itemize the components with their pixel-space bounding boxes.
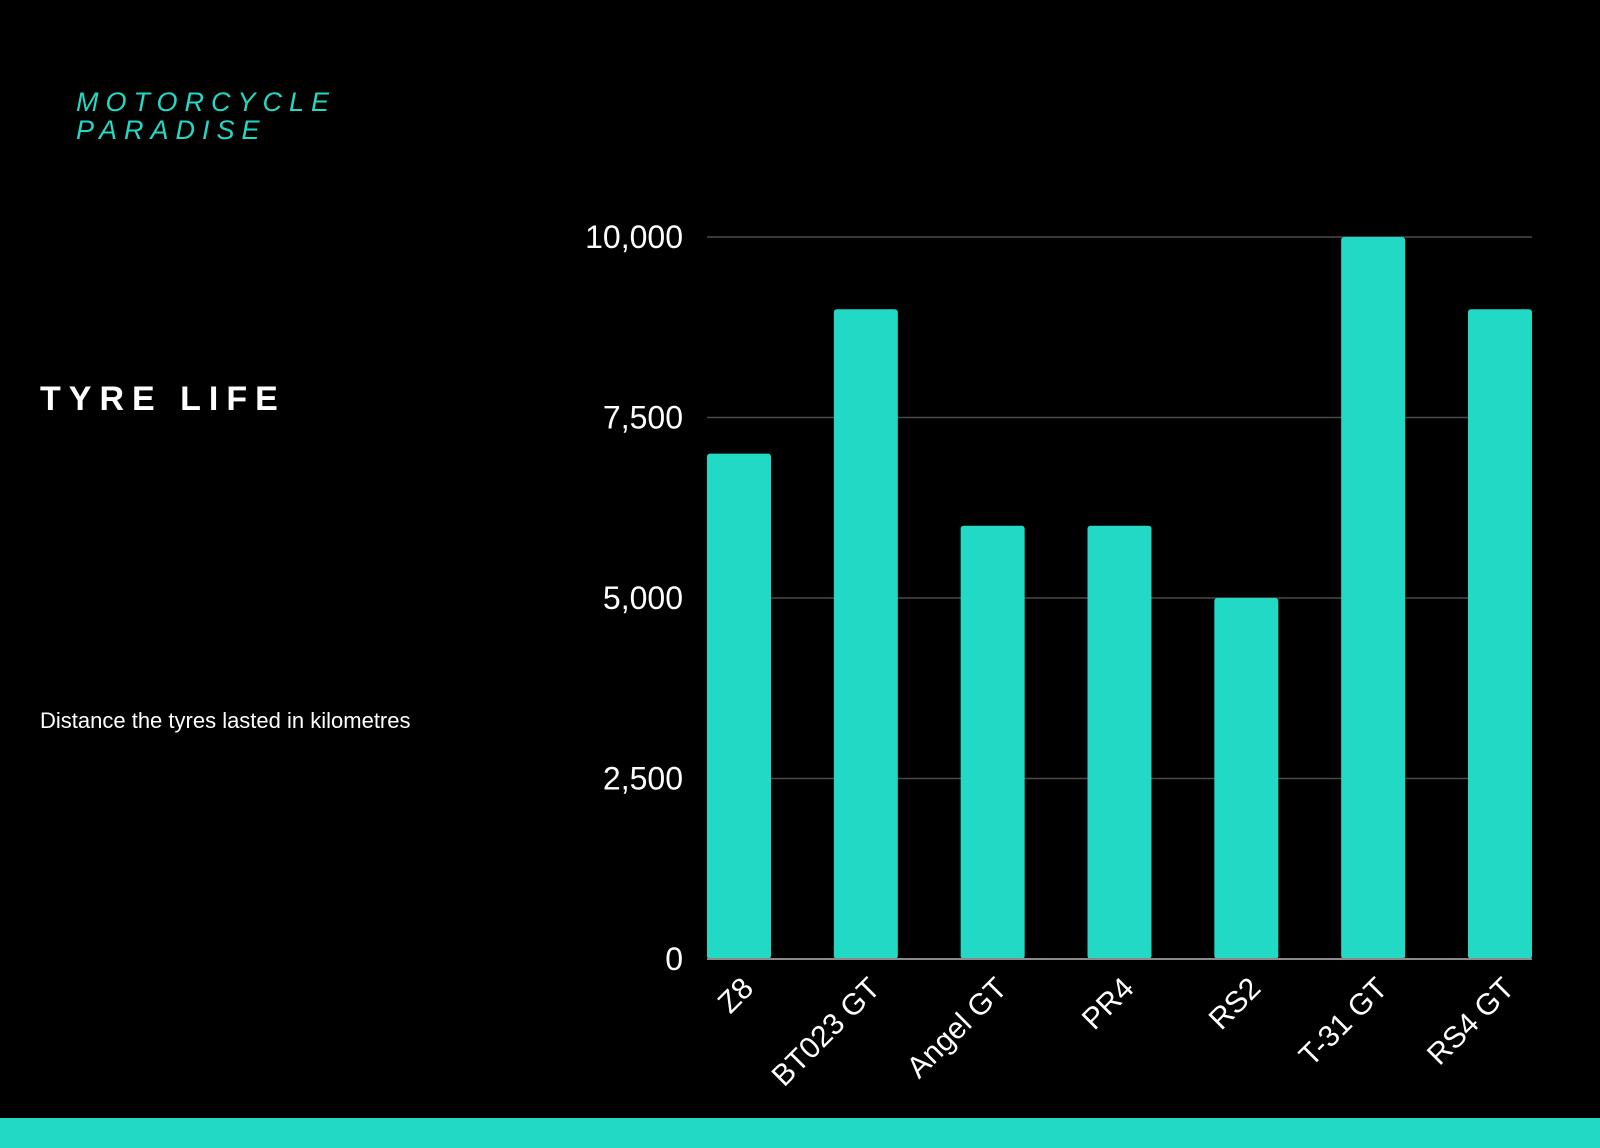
x-tick-label: PR4 [1076, 972, 1141, 1037]
bar-rs4-gt [1468, 309, 1532, 959]
x-tick-label: Z8 [712, 972, 760, 1020]
x-tick-labels: Z8 BT023 GT Angel GT PR4 RS2 T-31 GT RS4 GT [712, 972, 1521, 1093]
bar-pr4 [1087, 525, 1152, 959]
x-tick-label: RS4 GT [1421, 972, 1521, 1072]
y-tick-label: 5,000 [603, 580, 683, 616]
bar-t-31-gt [1341, 237, 1406, 959]
bar-z8 [707, 453, 771, 959]
bar-rs2 [1214, 598, 1279, 959]
y-tick-label: 0 [665, 941, 683, 977]
x-tick-label: Angel GT [901, 972, 1014, 1085]
x-tick-label: RS2 [1203, 972, 1268, 1037]
bar-angel-gt [960, 525, 1025, 959]
bars [707, 237, 1532, 959]
y-tick-label: 7,500 [603, 400, 683, 436]
brand-logo-text: MOTORCYCLE PARADISE [76, 87, 337, 145]
x-tick-label: BT023 GT [766, 972, 887, 1093]
page-subtitle: Distance the tyres lasted in kilometres [40, 708, 411, 733]
y-tick-labels: 0 2,500 5,000 7,500 10,000 [585, 219, 683, 977]
y-tick-label: 10,000 [585, 219, 683, 255]
page-title: TYRE LIFE [40, 380, 286, 418]
x-tick-label: T-31 GT [1293, 972, 1394, 1073]
bar-bt023-gt [833, 309, 898, 959]
y-tick-label: 2,500 [603, 761, 683, 797]
footer-accent-bar [0, 1118, 1600, 1148]
